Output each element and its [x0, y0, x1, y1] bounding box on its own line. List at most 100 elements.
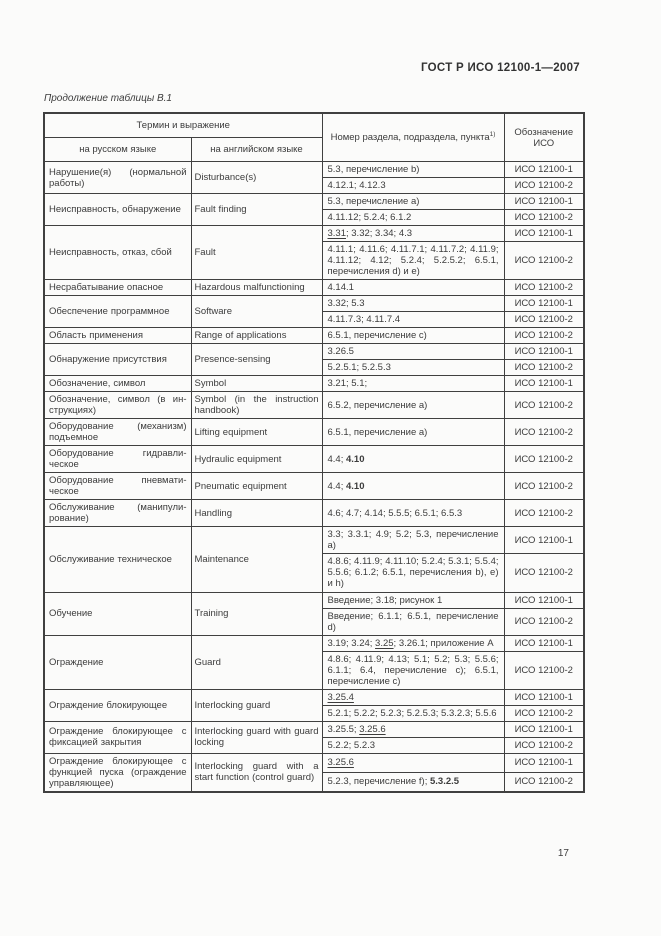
- iso-designation-cell: ИСО 12100-2: [503, 279, 585, 297]
- section-refs-cell: 5.3, перечисление a): [321, 193, 505, 211]
- section-refs-cell: 4.8.6; 4.11.9; 4.11.10; 5.2.4; 5.3.1; 5.…: [321, 553, 505, 593]
- section-refs-cell: 4.4; 4.10: [321, 445, 505, 474]
- term-russian-cell: Ограждение: [43, 634, 192, 690]
- refs-text-segment: 6.5.1, перечисление a): [327, 426, 428, 438]
- iso-designation-cell: ИСО 12100-2: [503, 311, 585, 329]
- section-refs-cell: 3.25.6: [321, 752, 505, 773]
- table-continuation-caption: Продолжение таблицы В.1: [44, 93, 172, 104]
- refs-text-segment: 5.2.2; 5.2.3: [327, 739, 376, 751]
- term-russian-cell: Ограждение блокирующее с функцией пуска …: [43, 752, 192, 793]
- column-header-russian: на русском языке: [43, 137, 192, 163]
- refs-text-segment: 4.11.7.3; 4.11.7.4: [327, 314, 401, 326]
- section-refs-cell: 6.5.2, перечисление a): [321, 391, 505, 420]
- section-refs-cell: 3.25.4: [321, 688, 505, 706]
- section-refs-cell: 5.3, перечисление b): [321, 161, 505, 179]
- refs-text-segment: ; 3.26.1; приложе­ние А: [393, 637, 494, 649]
- table-row: Неисправность, обнаруже­ние Fault finding…: [43, 193, 585, 227]
- refs-text-segment: 4.10: [346, 453, 365, 465]
- section-refs-cell: 3.19; 3.24; 3.25; 3.26.1; приложе­ние А: [321, 634, 505, 652]
- term-russian-cell: Ограждение блокирующее с фиксацией закры…: [43, 720, 192, 754]
- table-row: Ограждение Guard 3.19; 3.24; 3.25; 3.26.1;…: [43, 634, 585, 690]
- refs-text-segment: 4.6; 4.7; 4.14; 5.5.5; 6.5.1; 6.5.3: [327, 507, 463, 519]
- table-row: Ограждение блокирующее с функцией пуска …: [43, 752, 585, 793]
- iso-designation-cell: ИСО 12100-1: [503, 161, 585, 179]
- refs-text-segment: 5.3.2.5: [429, 776, 460, 788]
- iso-designation-cell: ИСО 12100-1: [503, 688, 585, 706]
- column-header-refs: Номер раздела, подраздела, пункта1): [321, 112, 505, 163]
- term-russian-cell: Оборудование пневмати­ческое: [43, 472, 192, 501]
- refs-text-segment: 3.3; 3.3.1; 4.9; 5.2; 5.3, перечисле­ние…: [327, 529, 499, 552]
- term-english-cell: Disturbance(s): [190, 161, 323, 195]
- term-english-cell: Interlocking guard with a start function…: [190, 752, 323, 793]
- section-refs-cell: 5.2.3, перечисление f); 5.3.2.5: [321, 771, 505, 793]
- terms-table: Термин и выражение Номер раздела, подраз…: [43, 112, 585, 793]
- term-russian-cell: Область применения: [43, 327, 192, 345]
- term-russian-cell: Обозначение, символ: [43, 375, 192, 393]
- section-refs-cell: 4.4; 4.10: [321, 472, 505, 501]
- term-english-cell: Fault: [190, 225, 323, 281]
- refs-text-segment: 5.3, перечисление b): [327, 164, 420, 176]
- table-row: 5.2.3, перечисление f); 5.3.2.5 ИСО 12100…: [44, 771, 585, 793]
- refs-text-segment: 4.8.6; 4.11.9; 4.11.10; 5.2.4; 5.3.1; 5.…: [327, 556, 499, 590]
- table-row: Несрабатывание опасное Hazardous malfunct…: [43, 279, 585, 297]
- term-english-cell: Lifting equipment: [190, 418, 323, 447]
- refs-text-segment: 5.3, перечисление a): [327, 196, 420, 208]
- refs-text-segment: 5.2.5.1; 5.2.5.3: [327, 362, 391, 374]
- refs-text-segment: 3.32; 5.3: [327, 298, 365, 310]
- term-english-cell: Maintenance: [190, 526, 323, 593]
- term-russian-cell: Обслуживание (манипули­рование): [43, 499, 192, 528]
- table-row: Обозначение, символ Symbol 3.21; 5.1; ИСО 1…: [43, 375, 585, 393]
- term-english-cell: Guard: [190, 634, 323, 690]
- iso-designation-cell: ИСО 12100-2: [503, 177, 585, 195]
- term-russian-cell: Обучение: [43, 591, 192, 636]
- iso-designation-cell: ИСО 12100-2: [503, 418, 585, 447]
- section-refs-cell: 3.21; 5.1;: [321, 375, 505, 393]
- term-russian-cell: Неисправность, обнаруже­ние: [43, 193, 192, 227]
- table-row: Область применения Range of applications 6…: [43, 327, 585, 345]
- refs-text-segment: 3.25.6: [359, 723, 386, 735]
- column-header-iso: Обозначение ИСО: [503, 112, 585, 163]
- section-refs-cell: 3.25.5; 3.25.6: [321, 720, 505, 738]
- refs-text-segment: 3.25.6: [327, 757, 354, 769]
- section-refs-cell: 4.11.7.3; 4.11.7.4: [321, 311, 505, 329]
- iso-designation-cell: ИСО 12100-2: [503, 445, 585, 474]
- refs-text-segment: 3.26.5: [327, 346, 354, 358]
- section-refs-cell: 3.3; 3.3.1; 4.9; 5.2; 5.3, перечисле­ние…: [321, 526, 505, 555]
- page-number: 17: [557, 848, 569, 859]
- iso-designation-cell: ИСО 12100-2: [503, 499, 585, 528]
- iso-designation-cell: ИСО 12100-1: [503, 591, 585, 609]
- refs-text-segment: 6.5.2, перечисление a): [327, 399, 428, 411]
- term-english-cell: Range of applications: [190, 327, 323, 345]
- term-english-cell: Interlocking guard with guard locking: [190, 720, 323, 754]
- iso-designation-cell: ИСО 12100-2: [503, 209, 585, 227]
- refs-text-segment: 4.11.12; 5.2.4; 6.1.2: [327, 212, 412, 224]
- term-english-cell: Hazardous malfunctioning: [190, 279, 323, 297]
- table-row: 5.2.1; 5.2.2; 5.2.3; 5.2.5.3; 5.3.2.3; 5…: [44, 704, 585, 722]
- refs-text-segment: 4.4;: [327, 453, 346, 465]
- term-russian-cell: Обнаружение присутствия: [43, 343, 192, 377]
- table-row: Обозначение, символ (в ин­струкциях) Symb…: [43, 391, 585, 420]
- header-row-top: Термин и выражение Номер раздела, подраз…: [43, 112, 585, 163]
- iso-designation-cell: ИСО 12100-2: [503, 736, 585, 754]
- refs-text-segment: ; 3.32; 3.34; 4.3: [346, 228, 413, 240]
- iso-designation-cell: ИСО 12100-1: [503, 193, 585, 211]
- iso-designation-cell: ИСО 12100-1: [503, 720, 585, 738]
- term-english-cell: Symbol: [190, 375, 323, 393]
- iso-designation-cell: ИСО 12100-1: [503, 634, 585, 652]
- section-refs-cell: 4.12.1; 4.12.3: [321, 177, 505, 195]
- iso-designation-cell: ИСО 12100-1: [503, 752, 585, 773]
- term-english-cell: Fault finding: [190, 193, 323, 227]
- section-refs-cell: 4.11.1; 4.11.6; 4.11.7.1; 4.11.7.2; 4.11…: [321, 241, 505, 281]
- table-row: Введение; 6.1.1; 6.5.1, перечисле­ние d)…: [44, 607, 585, 636]
- iso-designation-cell: ИСО 12100-2: [503, 359, 585, 377]
- iso-designation-cell: ИСО 12100-2: [503, 553, 585, 593]
- section-refs-cell: 6.5.1, перечисление a): [321, 418, 505, 447]
- term-english-cell: Interlocking guard: [190, 688, 323, 722]
- section-refs-cell: 6.5.1, перечисление c): [321, 327, 505, 345]
- iso-designation-cell: ИСО 12100-1: [503, 343, 585, 361]
- terms-table-header: Термин и выражение Номер раздела, подраз…: [43, 112, 585, 163]
- table-row: Обучение Training Введение; 3.18; рисунок …: [43, 591, 585, 636]
- table-row: Ограждение блокирующее с фиксацией закры…: [43, 720, 585, 754]
- term-english-cell: Symbol (in the instruction handbook): [190, 391, 323, 420]
